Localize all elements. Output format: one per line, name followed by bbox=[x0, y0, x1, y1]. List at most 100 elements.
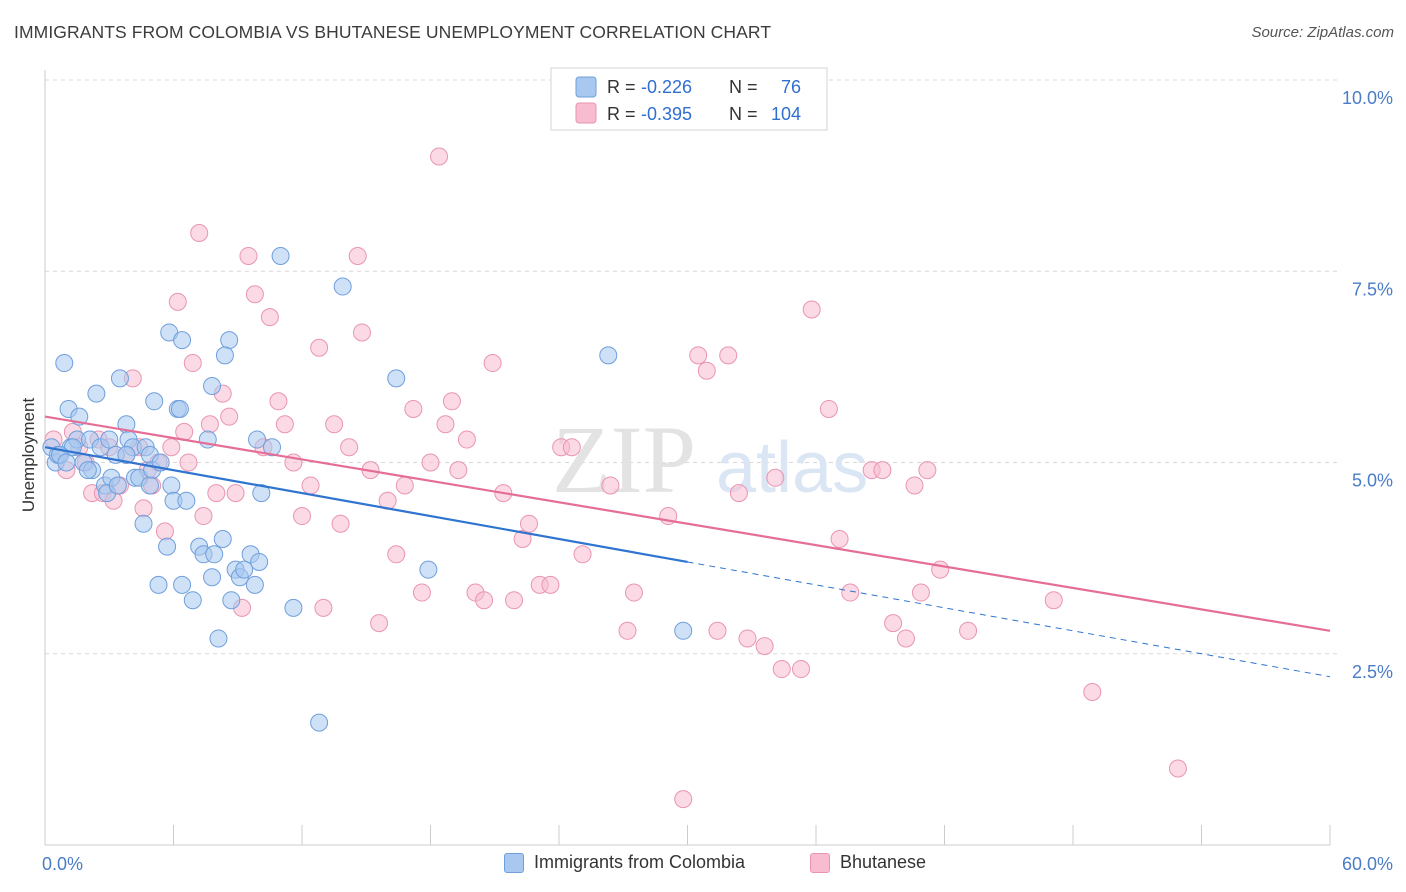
bhutanese-point-21 bbox=[168, 292, 187, 311]
colombia-point-72 bbox=[57, 453, 76, 472]
bhutanese-point-54 bbox=[404, 399, 423, 418]
bhutanese-point-101 bbox=[959, 621, 978, 640]
colombia-point-31 bbox=[162, 476, 181, 495]
legend-n-value-2: 104 bbox=[771, 104, 801, 124]
colombia-point-57 bbox=[310, 713, 329, 732]
colombia-point-23 bbox=[134, 514, 153, 533]
colombia-point-38 bbox=[183, 591, 202, 610]
x-tick-label-1: 60.0% bbox=[1342, 854, 1393, 874]
bhutanese-point-88 bbox=[792, 660, 811, 679]
bhutanese-point-79 bbox=[689, 346, 708, 365]
bhutanese-point-63 bbox=[475, 591, 494, 610]
colombia-point-49 bbox=[235, 560, 254, 579]
colombia-point-65 bbox=[215, 346, 234, 365]
bhutanese-point-82 bbox=[719, 346, 738, 365]
legend-label-bhutanese: Bhutanese bbox=[840, 852, 927, 872]
colombia-point-68 bbox=[117, 445, 136, 464]
legend-swatch-pink bbox=[575, 102, 597, 124]
colombia-point-58 bbox=[333, 277, 352, 296]
bhutanese-point-98 bbox=[911, 583, 930, 602]
legend-r-label-1: R = bbox=[607, 77, 636, 97]
bhutanese-point-46 bbox=[340, 438, 359, 457]
colombia-point-17 bbox=[110, 369, 129, 388]
bhutanese-point-58 bbox=[436, 415, 455, 434]
legend-swatch-blue bbox=[575, 76, 597, 98]
bhutanese-point-27 bbox=[200, 415, 219, 434]
bhutanese-point-43 bbox=[314, 598, 333, 617]
bhutanese-point-89 bbox=[802, 300, 821, 319]
colombia-trend-extension bbox=[687, 561, 1331, 678]
bhutanese-point-47 bbox=[348, 246, 367, 265]
colombia-point-73 bbox=[78, 461, 97, 480]
legend-item-bhutanese: Bhutanese bbox=[810, 852, 926, 873]
bhutanese-point-15 bbox=[134, 499, 153, 518]
watermark: ZIP atlas bbox=[552, 406, 868, 513]
colombia-point-3 bbox=[55, 354, 74, 373]
bhutanese-point-19 bbox=[155, 522, 174, 541]
colombia-point-63 bbox=[271, 246, 290, 265]
bhutanese-point-91 bbox=[830, 530, 849, 548]
bhutanese-point-85 bbox=[755, 637, 774, 656]
colombia-point-30 bbox=[158, 537, 177, 556]
bhutanese-point-73 bbox=[573, 545, 592, 564]
bhutanese-point-56 bbox=[421, 453, 440, 472]
bhutanese-point-57 bbox=[430, 147, 449, 166]
colombia-point-44 bbox=[209, 629, 228, 648]
colombia-point-28 bbox=[149, 575, 168, 594]
bhutanese-point-50 bbox=[370, 614, 389, 633]
legend-label-colombia: Immigrants from Colombia bbox=[534, 852, 746, 872]
legend-n-label-2: N = bbox=[729, 104, 758, 124]
colombia-point-60 bbox=[419, 560, 438, 579]
bhutanese-point-100 bbox=[931, 560, 950, 579]
bhutanese-point-72 bbox=[562, 438, 581, 457]
bhutanese-point-45 bbox=[331, 514, 350, 533]
bhutanese-point-20 bbox=[162, 438, 181, 457]
bhutanese-point-38 bbox=[275, 415, 294, 434]
bhutanese-point-92 bbox=[841, 583, 860, 602]
bhutanese-point-86 bbox=[766, 468, 785, 487]
colombia-point-11 bbox=[87, 384, 106, 403]
bhutanese-point-37 bbox=[269, 392, 288, 411]
bhutanese-point-99 bbox=[918, 461, 937, 480]
bhutanese-point-74 bbox=[601, 476, 620, 495]
bhutanese-point-87 bbox=[772, 660, 791, 679]
bhutanese-point-31 bbox=[226, 484, 245, 503]
colombia-point-56 bbox=[284, 598, 303, 617]
bhutanese-point-44 bbox=[325, 415, 344, 434]
colombia-point-61 bbox=[599, 346, 618, 365]
bhutanese-point-102 bbox=[1044, 591, 1063, 610]
bhutanese-point-94 bbox=[873, 461, 892, 480]
colombia-point-59 bbox=[387, 369, 406, 388]
bhutanese-point-75 bbox=[618, 621, 637, 640]
colombia-point-53 bbox=[252, 484, 271, 503]
legend-top: R = -0.226 N = 76 R = -0.395 N = 104 bbox=[550, 67, 828, 131]
bhutanese-point-78 bbox=[674, 790, 693, 809]
bhutanese-point-36 bbox=[260, 308, 279, 327]
y-tick-label-0: 2.5% bbox=[1352, 662, 1393, 682]
trend-lines bbox=[44, 415, 1331, 678]
colombia-point-67 bbox=[170, 399, 189, 418]
colombia-point-45 bbox=[213, 530, 232, 548]
colombia-point-74 bbox=[108, 476, 127, 495]
colombia-point-34 bbox=[173, 575, 192, 594]
legend-swatch-colombia bbox=[504, 852, 524, 873]
bhutanese-point-41 bbox=[301, 476, 320, 495]
y-tick-label-2: 7.5% bbox=[1352, 279, 1393, 299]
bhutanese-point-80 bbox=[697, 361, 716, 380]
colombia-point-52 bbox=[250, 552, 269, 571]
bhutanese-point-64 bbox=[483, 354, 502, 373]
bhutanese-point-70 bbox=[541, 575, 560, 594]
bhutanese-point-23 bbox=[179, 453, 198, 472]
bhutanese-point-81 bbox=[708, 621, 727, 640]
legend-bottom: Immigrants from Colombia Bhutanese bbox=[0, 850, 1406, 880]
legend-swatch-bhutanese bbox=[810, 852, 830, 873]
bhutanese-point-24 bbox=[183, 354, 202, 373]
legend-n-value-1: 76 bbox=[781, 77, 801, 97]
bhutanese-point-84 bbox=[738, 629, 757, 648]
colombia-point-66 bbox=[203, 377, 222, 395]
colombia-point-46 bbox=[222, 591, 241, 610]
bhutanese-point-76 bbox=[624, 583, 643, 602]
bhutanese-trend-line bbox=[44, 415, 1331, 632]
tick-labels: 2.5% 5.0% 7.5% 10.0% 0.0% 60.0% bbox=[42, 88, 1393, 874]
